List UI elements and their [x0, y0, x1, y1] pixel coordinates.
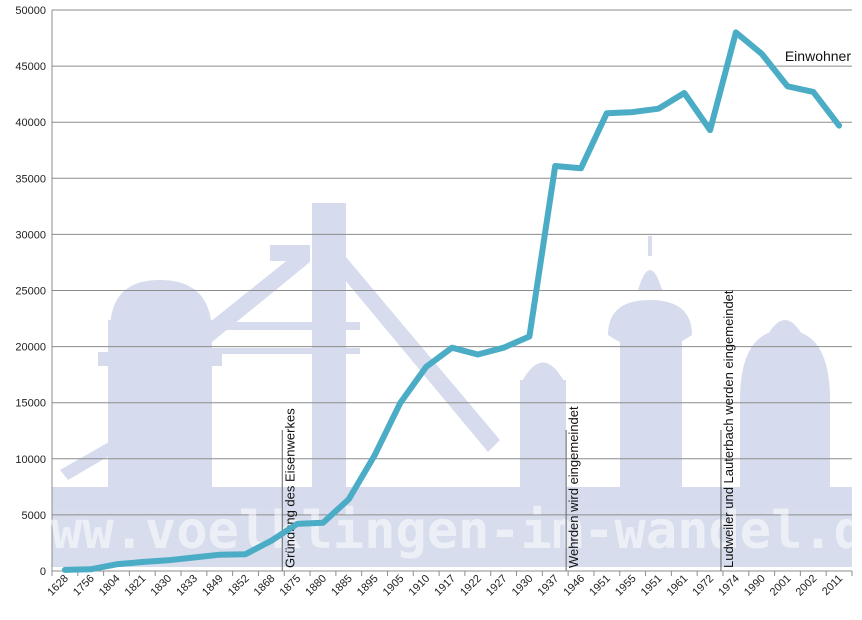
gridlines — [52, 9, 852, 516]
x-tick-label: 1875 — [277, 573, 303, 599]
y-tick-label: 40000 — [15, 117, 46, 129]
y-tick-label: 35000 — [15, 173, 46, 185]
x-tick-labels: 1628 1756 1804 1821 1830 1833 1849 1852 1868 1875… — [45, 573, 845, 599]
x-tick-label: 1880 — [303, 573, 329, 599]
y-tick-labels: 0 5000 10000 15000 20000 25000 30000 35000 40000… — [15, 5, 46, 578]
annotation-label: Gründung des Eisenwerkes — [282, 408, 297, 568]
watermark-skyline — [52, 203, 852, 567]
x-tick-label: 1868 — [252, 573, 278, 599]
x-tick-label: 1972 — [690, 573, 716, 599]
x-tick-label: 1804 — [97, 573, 123, 599]
x-tick-label: 1852 — [226, 573, 252, 599]
x-tick-label: 1821 — [123, 573, 149, 599]
x-tick-label: 1917 — [432, 573, 458, 599]
series-line — [61, 29, 843, 573]
x-tick-label: 1905 — [381, 573, 407, 599]
x-tick-label: 1961 — [665, 573, 691, 599]
x-tick-label: 1849 — [200, 573, 226, 599]
y-tick-label: 5000 — [22, 510, 46, 522]
x-tick-label: 1922 — [458, 573, 484, 599]
x-tick-label: 1756 — [71, 573, 97, 599]
annotation-label: Wehrden wird eingemeindet — [566, 406, 581, 568]
x-tick-label: 1895 — [355, 573, 381, 599]
x-tick-label: 1930 — [510, 573, 536, 599]
x-tick-label: 2002 — [794, 573, 820, 599]
legend: Einwohner — [785, 48, 851, 64]
annotation-label: Ludweiler und Lauterbach werden eingemei… — [721, 290, 736, 568]
y-tick-label: 30000 — [15, 229, 46, 241]
y-tick-label: 45000 — [15, 61, 46, 73]
y-tick-label: 50000 — [15, 5, 46, 17]
x-tick-label: 1951 — [639, 573, 665, 599]
x-tick-label: 1830 — [148, 573, 174, 599]
x-tick-label: 1937 — [536, 573, 562, 599]
x-tick-label: 1951 — [587, 573, 613, 599]
x-tick-label: 1990 — [742, 573, 768, 599]
y-tick-label: 15000 — [15, 398, 46, 410]
x-tick-label: 1628 — [45, 573, 71, 599]
x-tick-label: 1974 — [716, 573, 742, 599]
x-tick-label: 1833 — [174, 573, 200, 599]
y-tick-label: 0 — [40, 566, 46, 578]
x-tick-label: 2001 — [768, 573, 794, 599]
x-tick-label: 1927 — [484, 573, 510, 599]
x-tick-label: 1885 — [329, 573, 355, 599]
x-tick-label: 1946 — [561, 573, 587, 599]
y-tick-label: 20000 — [15, 342, 46, 354]
axes — [51, 10, 853, 576]
y-tick-label: 25000 — [15, 286, 46, 298]
watermark-text: www.voelklingen-im-wandel.de — [20, 501, 862, 561]
series-einwohner — [61, 29, 843, 573]
y-tick-label: 10000 — [15, 454, 46, 466]
x-tick-label: 1910 — [407, 573, 433, 599]
x-tick-label: 2011 — [820, 573, 845, 598]
legend-entry: Einwohner — [785, 48, 851, 64]
x-tick-label: 1955 — [613, 573, 639, 599]
